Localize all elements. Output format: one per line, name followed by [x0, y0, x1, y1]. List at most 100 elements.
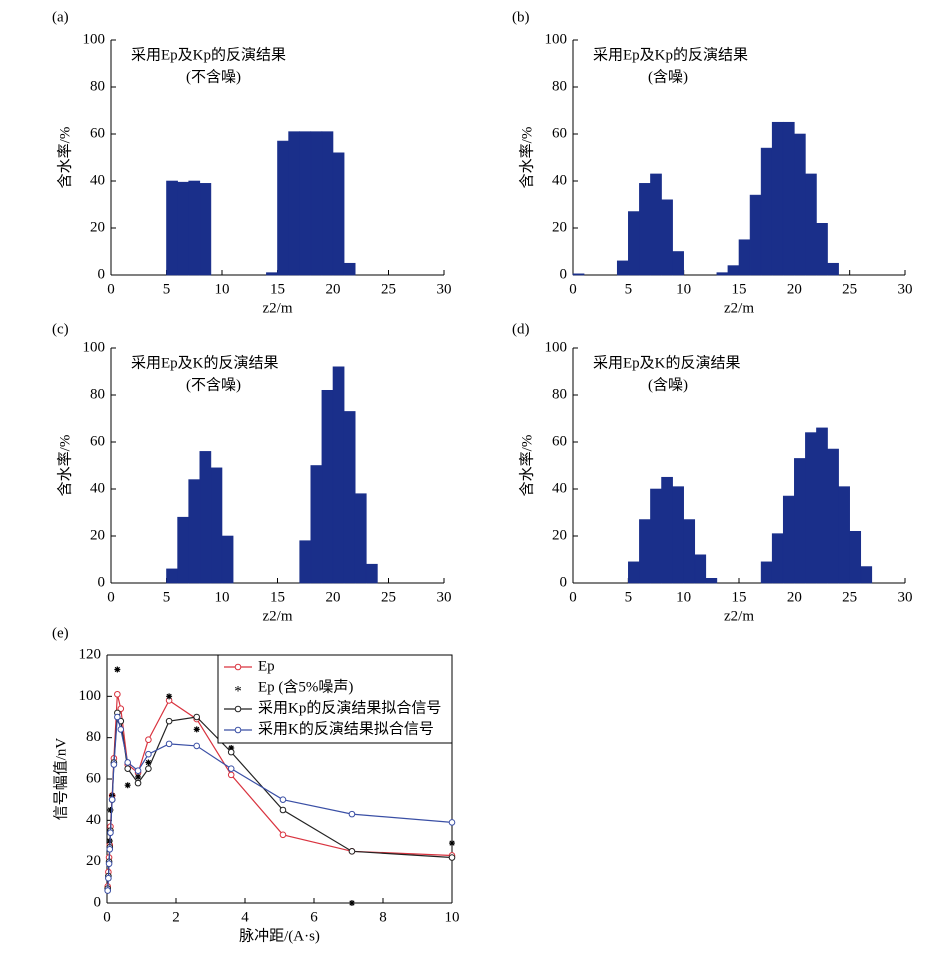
- bar: [616, 260, 629, 276]
- y-axis-label: 含水率/%: [518, 435, 535, 497]
- star-marker: [124, 782, 131, 789]
- bar: [683, 519, 696, 584]
- bar: [827, 262, 839, 276]
- point-marker: [117, 726, 125, 733]
- x-tick-label: 5: [625, 281, 633, 297]
- x-tick-label: 10: [676, 589, 691, 605]
- bar: [210, 467, 223, 584]
- y-tick-label: 0: [94, 894, 102, 910]
- point-marker: [279, 796, 287, 803]
- y-tick-label: 120: [79, 646, 102, 662]
- point-marker: [104, 887, 111, 894]
- annotation: (不含噪): [186, 68, 241, 85]
- x-tick-label: 0: [107, 281, 115, 297]
- bar: [849, 530, 862, 584]
- legend-star: *: [234, 683, 242, 699]
- x-tick-label: 0: [103, 909, 111, 925]
- point-marker: [348, 810, 356, 818]
- bar: [760, 147, 773, 276]
- bar: [805, 432, 817, 584]
- annotation: (含噪): [648, 376, 688, 393]
- point-marker: [348, 848, 356, 855]
- y-tick-label: 0: [98, 574, 106, 590]
- point-marker: [448, 854, 456, 861]
- bar: [639, 183, 651, 276]
- y-tick-label: 60: [552, 125, 567, 141]
- y-tick-label: 20: [552, 527, 567, 543]
- bar: [727, 265, 740, 276]
- point-marker: [279, 831, 287, 839]
- bar: [782, 121, 795, 276]
- point-marker: [106, 845, 114, 853]
- x-tick-label: 30: [437, 589, 452, 605]
- star-marker: [145, 759, 152, 766]
- x-tick-label: 10: [215, 589, 230, 605]
- bar: [177, 516, 190, 584]
- bar: [277, 140, 289, 276]
- y-tick-label: 40: [90, 172, 105, 188]
- point-marker: [134, 779, 142, 787]
- x-tick-label: 6: [310, 909, 318, 925]
- point-marker: [124, 765, 131, 772]
- x-tick-label: 2: [172, 909, 180, 925]
- star-marker: [449, 840, 455, 847]
- y-tick-label: 40: [86, 812, 101, 828]
- bar: [299, 131, 312, 276]
- point-marker: [227, 771, 235, 779]
- panel-label: (e): [52, 625, 69, 641]
- bar: [650, 173, 662, 276]
- point-marker: [193, 742, 200, 750]
- bar: [661, 476, 673, 584]
- bar: [199, 451, 212, 584]
- star-marker: [107, 807, 114, 813]
- annotation: 采用Ep及K的反演结果: [593, 354, 741, 371]
- point-marker: [108, 796, 116, 803]
- panel-label: (a): [52, 9, 69, 25]
- y-tick-label: 80: [86, 729, 101, 745]
- y-tick-label: 100: [545, 339, 568, 355]
- bar: [321, 389, 334, 584]
- point-marker: [145, 736, 152, 744]
- point-marker: [105, 874, 112, 882]
- y-axis-label: 含水率/%: [518, 127, 535, 189]
- x-axis-label: z2/m: [724, 300, 754, 316]
- legend-label: Ep (含5%噪声): [258, 677, 353, 695]
- bar: [288, 131, 301, 276]
- bar: [816, 427, 828, 584]
- y-tick-label: 100: [83, 339, 106, 355]
- point-marker: [114, 690, 121, 698]
- x-tick-label: 15: [732, 281, 747, 297]
- bar: [188, 479, 201, 584]
- y-tick-label: 40: [552, 172, 567, 188]
- bar: [628, 211, 640, 276]
- y-tick-label: 80: [90, 386, 105, 402]
- star-marker: [114, 666, 121, 673]
- x-tick-label: 0: [107, 589, 115, 605]
- x-tick-label: 0: [569, 281, 577, 297]
- x-tick-label: 15: [270, 281, 285, 297]
- annotation: 采用Ep及Kp的反演结果: [593, 46, 748, 63]
- x-tick-label: 15: [732, 589, 747, 605]
- x-tick-label: 30: [898, 589, 913, 605]
- legend-box: [217, 654, 453, 744]
- bar: [332, 366, 345, 584]
- point-marker: [227, 748, 235, 756]
- x-tick-label: 25: [381, 281, 396, 297]
- bar: [716, 272, 729, 276]
- x-tick-label: 10: [676, 281, 691, 297]
- bar: [749, 194, 762, 276]
- x-tick-label: 10: [445, 909, 460, 925]
- x-tick-label: 15: [270, 589, 285, 605]
- bar: [221, 535, 234, 584]
- bar: [177, 181, 190, 276]
- y-tick-label: 100: [83, 31, 106, 47]
- bar: [816, 223, 828, 276]
- y-tick-label: 0: [98, 266, 106, 282]
- annotation: (含噪): [648, 68, 688, 85]
- x-axis-label: z2/m: [263, 300, 293, 316]
- bar: [188, 180, 201, 276]
- bar: [705, 577, 718, 584]
- x-tick-label: 8: [379, 909, 387, 925]
- point-marker: [134, 767, 142, 775]
- y-tick-label: 80: [552, 386, 567, 402]
